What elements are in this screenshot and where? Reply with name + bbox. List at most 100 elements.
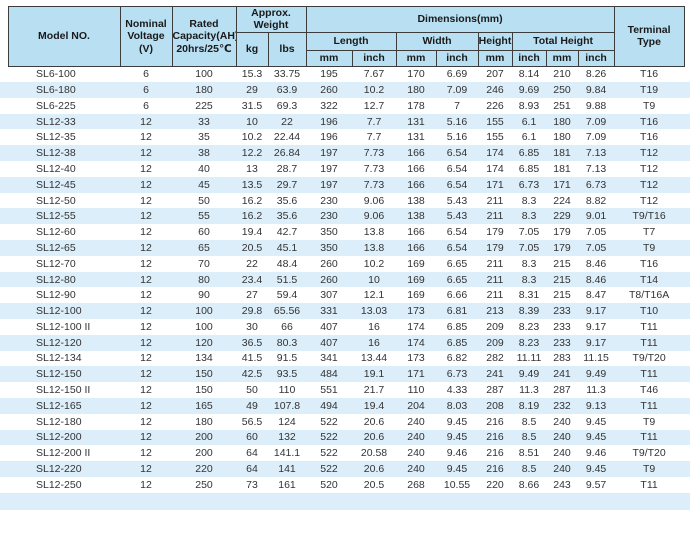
cell-width-mm: 240 bbox=[407, 447, 425, 460]
cell-totalheight-inch-1: 8.19 bbox=[512, 397, 547, 414]
cell-width-inch: 5.16 bbox=[436, 113, 479, 130]
row-right-pad bbox=[684, 397, 690, 414]
row-right-pad bbox=[684, 303, 690, 319]
cell-lbs: 33.75 bbox=[273, 68, 301, 81]
cell-voltage: 12 bbox=[140, 352, 152, 365]
cell-height-mm: 174 bbox=[486, 162, 504, 175]
cell-length-mm: 522 bbox=[306, 461, 353, 477]
cell-width-mm: 170 bbox=[407, 68, 425, 81]
table-row: SL12-55 12 55 16.2 35.6 230 9.06 138 5.43 211 8.3 2… bbox=[0, 208, 690, 225]
cell-width-inch: 6.54 bbox=[446, 162, 468, 175]
cell-capacity: 33 bbox=[172, 113, 236, 130]
header-lbs: lbs bbox=[267, 31, 307, 67]
cell-totalheight-inch-1: 8.23 bbox=[518, 320, 540, 333]
cell-lbs: 26.84 bbox=[268, 145, 307, 162]
cell-voltage: 12 bbox=[120, 461, 172, 477]
cell-width-mm: 240 bbox=[407, 415, 425, 428]
cell-totalheight-inch-2: 9.13 bbox=[578, 397, 615, 414]
header-length: Length bbox=[305, 31, 397, 51]
cell-length-inch: 16 bbox=[368, 320, 380, 333]
table-row: SL12-100 II 12 100 30 66 407 16 174 6.85 209 8.23 2… bbox=[0, 319, 690, 335]
cell-totalheight-inch-2: 8.26 bbox=[585, 68, 607, 81]
row-left-pad bbox=[0, 161, 8, 177]
cell-voltage: 12 bbox=[120, 397, 172, 414]
table-row: SL12-90 12 90 27 59.4 307 12.1 169 6.66 211 8.31 21… bbox=[0, 287, 690, 303]
cell-kg: 10 bbox=[236, 113, 268, 130]
cell-capacity: 225 bbox=[195, 99, 213, 112]
cell-width-mm: 110 bbox=[407, 384, 425, 397]
cell-width-inch: 9.45 bbox=[436, 461, 479, 477]
cell-model: SL12-120 bbox=[8, 334, 120, 351]
cell-model: SL12-35 bbox=[36, 131, 76, 144]
cell-width-mm: 180 bbox=[396, 82, 437, 98]
cell-model: SL12-65 bbox=[8, 240, 120, 256]
cell-terminal: T9 bbox=[614, 461, 685, 477]
header-kg: kg bbox=[235, 31, 269, 67]
cell-model: SL12-45 bbox=[8, 176, 120, 193]
cell-length-inch: 7.73 bbox=[352, 176, 397, 193]
cell-width-inch: 6.82 bbox=[446, 352, 468, 365]
cell-totalheight-inch-1: 6.1 bbox=[521, 131, 537, 144]
cell-terminal: T12 bbox=[640, 162, 659, 175]
cell-totalheight-inch-2: 7.13 bbox=[585, 162, 607, 175]
header-width-mm: mm bbox=[395, 49, 437, 67]
cell-kg: 22 bbox=[246, 257, 258, 270]
cell-width-inch: 6.69 bbox=[446, 68, 468, 81]
cell-lbs: 59.4 bbox=[276, 289, 298, 302]
row-left-pad bbox=[0, 319, 8, 335]
cell-totalheight-mm: 283 bbox=[553, 352, 571, 365]
row-right-pad bbox=[684, 445, 690, 461]
cell-width-inch: 6.85 bbox=[436, 334, 479, 351]
cell-height-mm: 174 bbox=[478, 145, 513, 162]
cell-length-inch: 7.73 bbox=[352, 145, 397, 162]
row-left-pad bbox=[0, 477, 8, 493]
cell-totalheight-inch-2: 9.01 bbox=[578, 208, 615, 225]
cell-totalheight-inch-1: 8.5 bbox=[512, 429, 547, 446]
table-row: SL12-150 II 12 150 50 110 551 21.7 110 4.33 287 11… bbox=[0, 382, 690, 398]
cell-model: SL12-100 II bbox=[36, 320, 91, 333]
table-row: SL12-100 12 100 29.8 65.56 331 13.03 173 6.81 213… bbox=[0, 303, 690, 319]
cell-width-inch: 6.85 bbox=[446, 320, 468, 333]
table-row: SL12-38 12 38 12.2 26.84 197 7.73 166 6.54 174 6.8… bbox=[0, 145, 690, 162]
cell-kg: 13.5 bbox=[236, 176, 268, 193]
cell-width-mm: 174 bbox=[396, 334, 437, 351]
cell-terminal: T9/T16 bbox=[614, 208, 685, 225]
cell-length-mm: 484 bbox=[306, 366, 353, 383]
cell-width-mm: 131 bbox=[396, 113, 437, 130]
cell-totalheight-mm: 180 bbox=[553, 131, 571, 144]
header-height: Height bbox=[477, 31, 513, 51]
cell-length-mm: 341 bbox=[320, 352, 338, 365]
cell-length-mm: 350 bbox=[320, 226, 338, 239]
cell-model: SL12-165 bbox=[8, 397, 120, 414]
cell-lbs: 48.4 bbox=[276, 257, 298, 270]
table-row: SL12-40 12 40 13 28.7 197 7.73 166 6.54 174 6.85 18… bbox=[0, 161, 690, 177]
cell-length-inch: 13.03 bbox=[352, 303, 397, 319]
cell-model: SL12-40 bbox=[36, 162, 76, 175]
header-length-mm: mm bbox=[305, 49, 353, 67]
cell-capacity: 200 bbox=[172, 429, 236, 446]
cell-terminal: T16 bbox=[640, 131, 659, 144]
cell-height-mm: 216 bbox=[486, 415, 504, 428]
cell-lbs: 80.3 bbox=[268, 334, 307, 351]
cell-terminal: T11 bbox=[640, 320, 658, 333]
table-body: SL6-100 6 100 15.3 33.75 195 7.67 170 6.69 207 8.1… bbox=[0, 66, 690, 493]
table-row: SL12-60 12 60 19.4 42.7 350 13.8 166 6.54 179 7.05… bbox=[0, 224, 690, 240]
cell-capacity: 134 bbox=[195, 352, 213, 365]
cell-length-inch: 13.44 bbox=[360, 352, 388, 365]
row-left-pad bbox=[0, 66, 8, 82]
cell-totalheight-inch-1: 6.85 bbox=[512, 145, 547, 162]
cell-capacity: 65 bbox=[172, 240, 236, 256]
cell-width-mm: 138 bbox=[396, 208, 437, 225]
cell-length-mm: 522 bbox=[320, 447, 338, 460]
cell-totalheight-inch-1: 7.05 bbox=[512, 240, 547, 256]
cell-height-mm: 209 bbox=[486, 320, 504, 333]
cell-width-inch: 4.33 bbox=[446, 384, 468, 397]
cell-lbs: 110 bbox=[278, 384, 296, 397]
table-header: Model NO. Nominal Voltage (V) Rated Capa… bbox=[0, 6, 690, 67]
row-left-pad bbox=[0, 351, 8, 367]
cell-model: SL12-50 bbox=[36, 194, 76, 207]
table-row: SL12-45 12 45 13.5 29.7 197 7.73 166 6.54 171 6.73… bbox=[0, 176, 690, 193]
cell-capacity: 80 bbox=[172, 271, 236, 288]
cell-width-inch: 7.09 bbox=[436, 82, 479, 98]
cell-totalheight-inch-1: 9.69 bbox=[512, 82, 547, 98]
